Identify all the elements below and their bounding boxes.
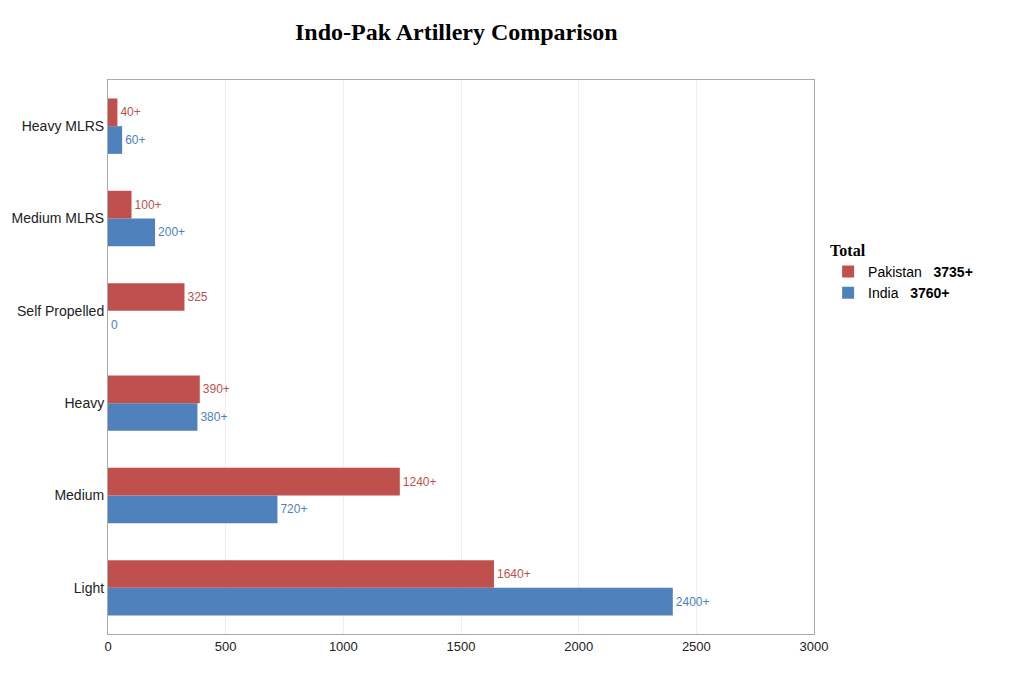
svg-text:720+: 720+ [280, 502, 307, 516]
svg-text:Pakistan 3735+: Pakistan 3735+ [868, 264, 973, 280]
svg-text:500: 500 [215, 639, 237, 654]
svg-text:2400+: 2400+ [676, 595, 710, 609]
svg-text:Medium MLRS: Medium MLRS [12, 210, 105, 226]
svg-text:1240+: 1240+ [403, 475, 437, 489]
svg-text:3000: 3000 [800, 639, 829, 654]
svg-text:India 3760+: India 3760+ [868, 285, 949, 301]
svg-text:1500: 1500 [447, 639, 476, 654]
svg-text:40+: 40+ [120, 105, 140, 119]
svg-text:2000: 2000 [564, 639, 593, 654]
svg-text:Indo-Pak Artillery Comparison: Indo-Pak Artillery Comparison [295, 19, 618, 45]
svg-text:Self Propelled: Self Propelled [17, 303, 104, 319]
svg-text:1640+: 1640+ [497, 567, 531, 581]
svg-text:Heavy: Heavy [65, 395, 105, 411]
svg-text:1000: 1000 [329, 639, 358, 654]
svg-text:200+: 200+ [158, 225, 185, 239]
svg-text:0: 0 [111, 318, 118, 332]
svg-text:Light: Light [74, 580, 104, 596]
svg-text:Heavy MLRS: Heavy MLRS [22, 118, 104, 134]
svg-text:Total: Total [830, 242, 866, 259]
svg-text:380+: 380+ [200, 410, 227, 424]
svg-text:60+: 60+ [125, 133, 145, 147]
svg-text:2500: 2500 [682, 639, 711, 654]
svg-text:100+: 100+ [135, 198, 162, 212]
svg-text:390+: 390+ [203, 382, 230, 396]
svg-text:0: 0 [104, 639, 111, 654]
svg-text:325: 325 [187, 290, 207, 304]
svg-text:Medium: Medium [54, 487, 104, 503]
